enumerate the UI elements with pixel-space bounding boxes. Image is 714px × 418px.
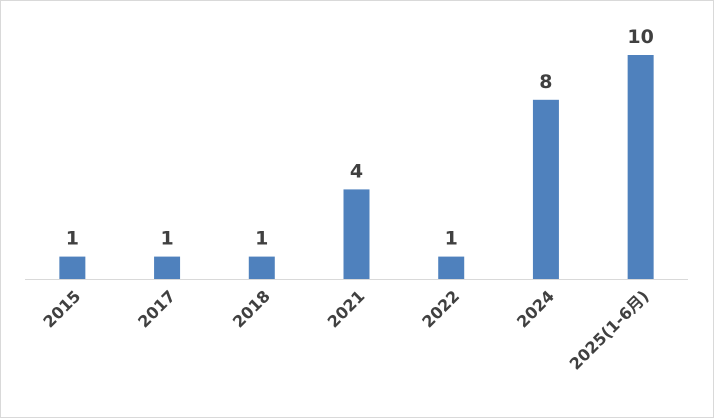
bar <box>438 256 465 279</box>
bar <box>248 256 275 279</box>
data-label: 8 <box>539 71 552 93</box>
bar <box>532 99 559 279</box>
bar <box>343 189 370 279</box>
bar <box>59 256 86 279</box>
data-label: 1 <box>445 228 458 250</box>
data-label: 1 <box>255 228 268 250</box>
bar <box>627 55 654 279</box>
data-label: 1 <box>66 228 79 250</box>
data-label: 1 <box>160 228 173 250</box>
bar <box>154 256 181 279</box>
data-label: 10 <box>627 26 653 48</box>
data-label: 4 <box>350 160 363 182</box>
